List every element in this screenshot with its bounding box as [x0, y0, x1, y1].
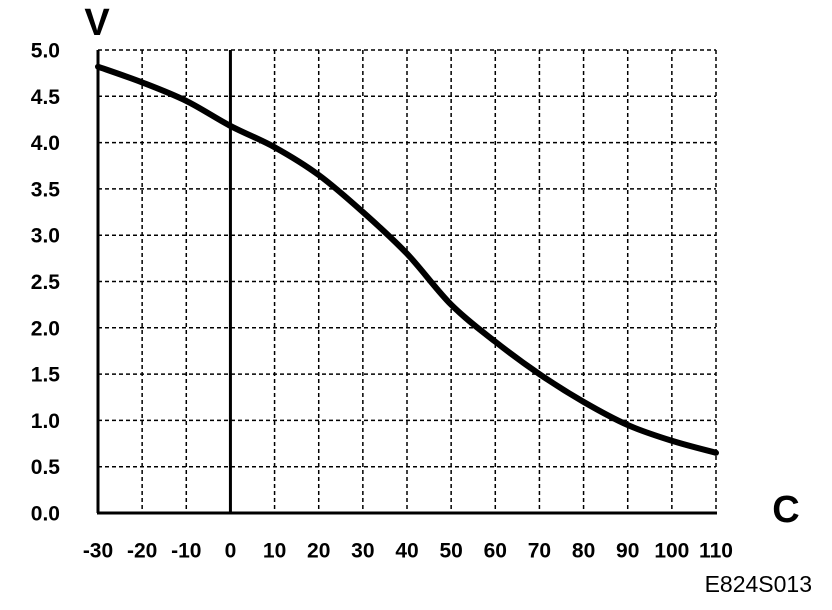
x-tick-label: -30 [83, 540, 113, 563]
x-tick-label: 0 [225, 540, 237, 563]
y-tick-label: 4.5 [31, 86, 61, 109]
y-tick-label: 4.0 [31, 132, 60, 155]
y-tick-label: 1.5 [31, 364, 61, 387]
y-tick-label: 3.0 [31, 225, 60, 248]
y-tick-label: 3.5 [31, 178, 61, 201]
y-tick-label: 2.0 [31, 317, 60, 340]
y-tick-label: 0.0 [31, 503, 60, 526]
y-tick-label: 2.5 [31, 271, 61, 294]
x-tick-label: 60 [484, 540, 507, 563]
x-tick-label: 20 [307, 540, 330, 563]
x-tick-label: 50 [439, 540, 462, 563]
y-axis-title: V [84, 2, 110, 44]
y-tick-label: 5.0 [31, 40, 60, 63]
x-tick-label: 90 [616, 540, 639, 563]
x-tick-label: 40 [395, 540, 418, 563]
x-tick-label: 30 [351, 540, 374, 563]
x-tick-label: -10 [171, 540, 201, 563]
x-tick-label: 110 [699, 540, 733, 563]
x-tick-label: 70 [528, 540, 551, 563]
x-tick-label: -20 [127, 540, 157, 563]
x-tick-label: 80 [572, 540, 595, 563]
x-tick-label: 100 [654, 540, 689, 563]
y-tick-label: 0.5 [31, 456, 61, 479]
x-axis-title: C [772, 489, 799, 531]
figure-code: E824S013 [705, 571, 812, 597]
data-line [95, 63, 719, 456]
x-tick-label: 10 [263, 540, 286, 563]
y-tick-label: 1.0 [31, 410, 60, 433]
